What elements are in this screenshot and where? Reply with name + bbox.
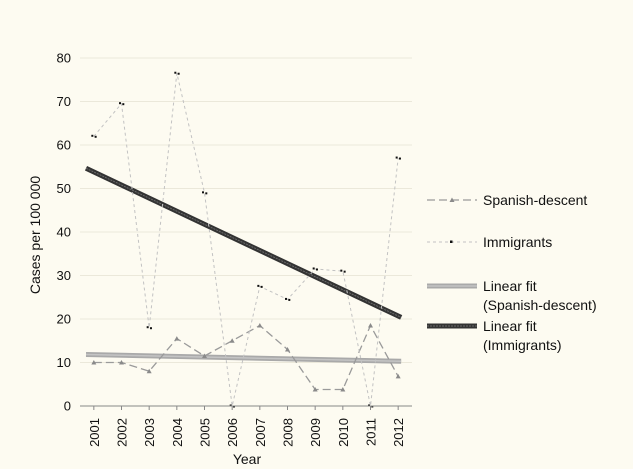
- data-point-immigrants: [257, 284, 260, 287]
- data-point-immigrants: [119, 102, 121, 105]
- data-point-spanish-descent: [285, 346, 290, 352]
- x-tick-label: 2011: [364, 418, 379, 446]
- fit-line-immigrants-texture: [85, 167, 402, 318]
- data-point-spanish-descent: [119, 360, 124, 365]
- legend-label-fit-immigrants-line2: (Immigrants): [483, 337, 562, 353]
- data-point-spanish-descent: [202, 353, 207, 358]
- grid-lines: [80, 57, 412, 363]
- fit-line-spanish-highlight: [85, 353, 402, 363]
- data-point-spanish-descent: [229, 338, 235, 343]
- data-point-spanish-descent: [146, 368, 152, 374]
- data-point-spanish-descent: [340, 386, 346, 392]
- data-point-immigrants: [288, 298, 291, 301]
- y-axis-title: Cases per 100 000: [27, 176, 43, 295]
- legend-label-immigrants: Immigrants: [483, 234, 552, 250]
- data-point-immigrants: [177, 72, 180, 75]
- data-point-spanish-descent: [368, 323, 373, 328]
- data-point-immigrants: [205, 192, 208, 195]
- legend: Spanish-descent Immigrants Linear fit (Span…: [427, 192, 597, 353]
- x-tick-label: 2005: [198, 418, 213, 447]
- data-point-immigrants: [122, 103, 125, 106]
- x-tick-label: 2002: [115, 418, 130, 447]
- data-point-spanish-descent: [395, 373, 401, 379]
- y-axis-ticks: 0 10 20 30 40 50 60 70 80: [57, 51, 71, 414]
- x-tick-label: 2001: [87, 418, 102, 447]
- data-point-spanish-descent: [257, 323, 263, 328]
- data-point-spanish-descent: [174, 336, 180, 341]
- x-tick-label: 2007: [253, 418, 268, 447]
- y-tick-label: 60: [57, 138, 71, 153]
- legend-label-fit-spanish-line2: (Spanish-descent): [483, 297, 597, 313]
- data-point-immigrants: [343, 270, 346, 273]
- y-tick-label: 20: [57, 312, 71, 327]
- y-tick-label: 0: [64, 399, 71, 414]
- y-tick-label: 50: [57, 181, 71, 196]
- legend-label-fit-spanish-line1: Linear fit: [483, 278, 537, 294]
- x-tick-label: 2012: [391, 418, 406, 447]
- series-line-spanish-descent: [93, 324, 399, 391]
- legend-label-fit-immigrants-line1: Linear fit: [483, 318, 537, 334]
- x-axis-ticks: 2001 2002 2003 2004 2005 2006 2007 2008 2009 2010…: [87, 406, 406, 447]
- data-point-immigrants: [94, 135, 97, 138]
- legend-marker-spanish-descent: [449, 197, 455, 202]
- data-point-immigrants: [395, 156, 398, 159]
- data-point-spanish-descent: [312, 386, 318, 392]
- y-tick-label: 40: [57, 225, 71, 240]
- y-tick-label: 70: [57, 94, 71, 109]
- x-tick-label: 2003: [142, 418, 157, 447]
- y-tick-label: 80: [57, 51, 71, 66]
- data-point-immigrants: [146, 326, 149, 329]
- data-point-immigrants: [149, 327, 152, 330]
- x-tick-label: 2004: [170, 418, 185, 447]
- data-point-immigrants: [398, 157, 401, 160]
- data-point-immigrants: [202, 191, 204, 194]
- series-group: [84, 71, 403, 408]
- legend-label-spanish-descent: Spanish-descent: [483, 192, 587, 208]
- x-tick-label: 2010: [336, 418, 351, 447]
- data-point-immigrants: [315, 268, 318, 271]
- series-line-immigrants: [93, 73, 399, 407]
- legend-marker-immigrants: [450, 240, 453, 243]
- data-point-spanish-descent: [91, 360, 97, 365]
- x-axis-title: Year: [233, 451, 262, 467]
- data-point-immigrants: [260, 285, 263, 288]
- y-tick-label: 10: [57, 355, 71, 370]
- data-point-immigrants: [91, 134, 94, 137]
- data-point-immigrants: [312, 267, 315, 270]
- x-tick-label: 2008: [281, 418, 296, 447]
- data-point-immigrants: [174, 71, 177, 74]
- data-point-immigrants: [285, 297, 287, 300]
- x-tick-label: 2006: [225, 418, 240, 447]
- y-tick-label: 30: [57, 268, 71, 283]
- data-point-immigrants: [340, 269, 343, 272]
- x-tick-label: 2009: [308, 418, 323, 447]
